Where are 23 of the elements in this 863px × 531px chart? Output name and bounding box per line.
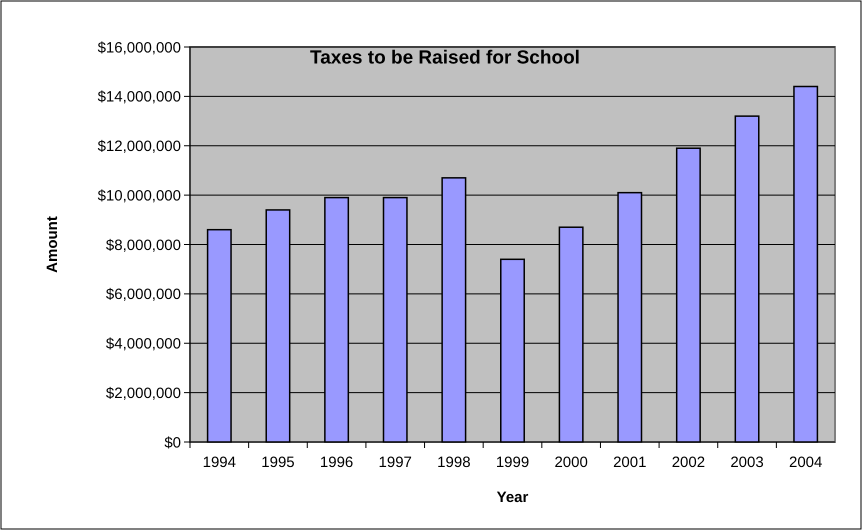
x-tick-label: 2002 — [672, 454, 706, 471]
y-tick-label: $2,000,000 — [106, 384, 181, 402]
x-tick-label: 1996 — [320, 454, 354, 471]
y-tick-label: $10,000,000 — [98, 187, 181, 204]
y-tick-label: $16,000,000 — [98, 39, 181, 56]
x-tick-label: 2003 — [730, 454, 764, 471]
x-tick-label: 1994 — [202, 454, 236, 471]
x-tick-label: 2004 — [788, 454, 822, 471]
x-tick-label: 1999 — [496, 454, 530, 471]
x-tick-label: 2000 — [554, 454, 588, 471]
y-tick-label: $8,000,000 — [106, 236, 181, 254]
y-tick-label: $12,000,000 — [98, 138, 181, 155]
chart-title: Taxes to be Raised for School — [310, 48, 580, 69]
y-axis-title: Amount — [44, 216, 61, 273]
x-tick-label: 1995 — [261, 454, 295, 471]
x-axis-title: Year — [496, 489, 529, 506]
y-tick-label: $4,000,000 — [106, 336, 181, 352]
x-tick-label: 2001 — [613, 454, 646, 471]
y-tick-label: $14,000,000 — [98, 88, 181, 106]
y-tick-label: $0 — [164, 434, 181, 452]
x-tick-label: 1997 — [378, 454, 412, 471]
y-tick-label: $6,000,000 — [106, 286, 181, 304]
x-tick-label: 1998 — [437, 454, 471, 471]
